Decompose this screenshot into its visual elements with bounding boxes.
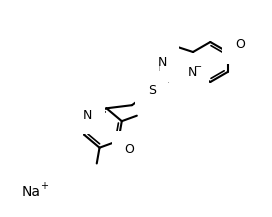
Text: −: − xyxy=(194,62,202,72)
Text: N: N xyxy=(83,109,92,122)
Text: S: S xyxy=(148,84,156,97)
Text: Na: Na xyxy=(22,185,41,199)
Text: H: H xyxy=(152,64,160,74)
Text: N: N xyxy=(157,56,167,69)
Text: N: N xyxy=(187,66,197,79)
Text: +: + xyxy=(40,181,48,191)
Text: O: O xyxy=(235,38,245,51)
Text: O: O xyxy=(137,72,147,85)
Text: O: O xyxy=(124,143,134,156)
